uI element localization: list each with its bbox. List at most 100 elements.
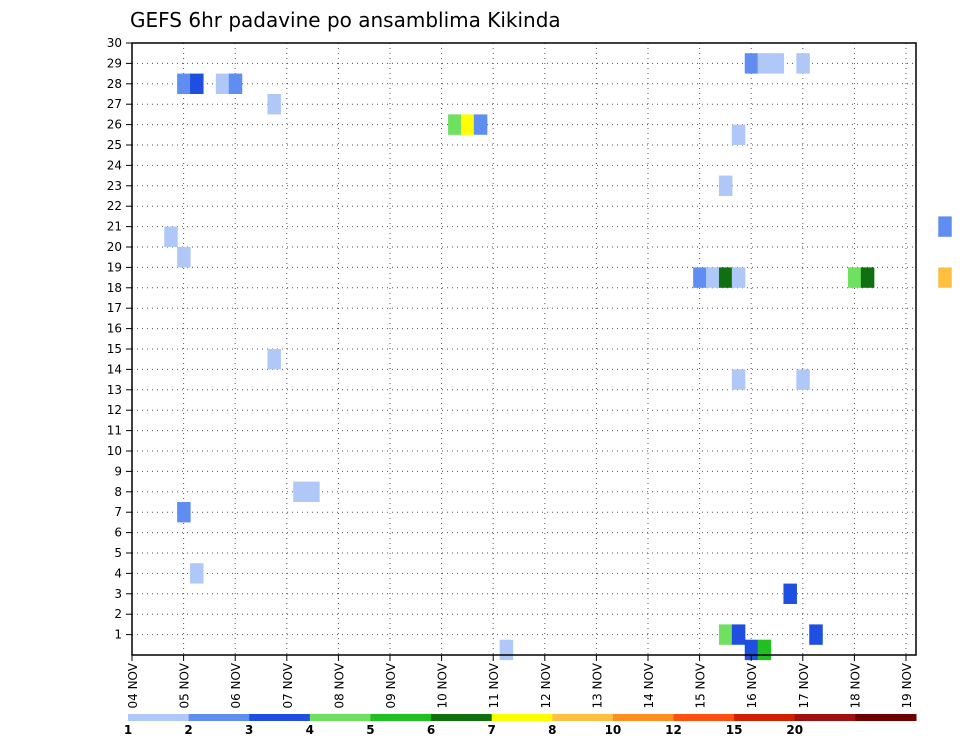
y-tick-label: 1 <box>114 628 122 642</box>
precip-cell <box>499 639 514 661</box>
precip-cell <box>731 369 746 390</box>
y-tick-label: 19 <box>107 260 122 274</box>
colorbar-legend: 1 2 3 4 5 6 7 8 10 12 15 20 <box>124 714 917 737</box>
x-tick-label: 18 NOV <box>848 662 862 708</box>
precip-cell <box>757 53 772 74</box>
x-tick-label: 07 NOV <box>281 662 295 708</box>
y-axis: 1234567891011121314151617181920212223242… <box>107 36 132 642</box>
colorbar-label: 2 <box>184 723 192 737</box>
y-tick-label: 29 <box>107 56 122 70</box>
precip-cell <box>809 624 823 645</box>
y-tick-label: 21 <box>107 220 122 234</box>
data-cells <box>164 53 952 661</box>
precip-cell <box>938 267 952 288</box>
grid-lines <box>131 42 916 655</box>
precip-cell <box>693 267 707 288</box>
y-tick-label: 4 <box>114 566 122 580</box>
precip-cell <box>847 267 862 288</box>
y-tick-label: 11 <box>107 424 122 438</box>
y-tick-label: 2 <box>114 607 122 621</box>
colorbar-segment <box>431 714 493 721</box>
x-tick-label: 16 NOV <box>745 662 759 708</box>
x-tick-label: 14 NOV <box>642 662 656 708</box>
y-tick-label: 8 <box>114 485 122 499</box>
colorbar-segment <box>188 714 250 721</box>
colorbar-label: 5 <box>366 723 374 737</box>
precip-cell <box>267 94 281 115</box>
colorbar-segment <box>370 714 432 721</box>
y-tick-label: 25 <box>107 138 122 152</box>
x-tick-label: 08 NOV <box>332 662 346 708</box>
colorbar-segment <box>552 714 614 721</box>
y-tick-label: 3 <box>114 587 122 601</box>
y-tick-label: 30 <box>107 36 122 50</box>
y-tick-label: 13 <box>107 383 122 397</box>
precip-cell <box>796 53 810 74</box>
colorbar-label: 3 <box>245 723 253 737</box>
precip-cell <box>164 226 178 247</box>
x-tick-label: 11 NOV <box>487 662 501 708</box>
y-tick-label: 27 <box>107 97 122 111</box>
x-tick-label: 06 NOV <box>229 662 243 708</box>
precip-cell <box>448 114 462 135</box>
plot-frame <box>131 42 917 656</box>
x-tick-label: 12 NOV <box>539 662 553 708</box>
colorbar-label: 1 <box>124 723 132 737</box>
precip-cell <box>731 624 746 645</box>
precip-cell <box>306 481 320 502</box>
precip-cell <box>228 73 243 94</box>
y-tick-label: 24 <box>107 158 122 172</box>
colorbar-segment <box>855 714 917 721</box>
precip-cell <box>460 114 475 135</box>
precip-cell <box>177 73 191 94</box>
x-tick-label: 15 NOV <box>694 662 708 708</box>
y-tick-label: 26 <box>107 118 122 132</box>
y-tick-label: 17 <box>107 301 122 315</box>
y-tick-label: 16 <box>107 322 122 336</box>
colorbar-label: 7 <box>488 723 496 737</box>
precip-cell <box>744 53 759 74</box>
precip-cell <box>731 267 746 288</box>
y-tick-label: 10 <box>107 444 122 458</box>
colorbar-segment <box>491 714 553 721</box>
precip-cell <box>718 175 733 196</box>
precip-cell <box>860 267 875 288</box>
precip-cell <box>190 73 204 94</box>
precip-cell <box>177 502 191 523</box>
precip-cell <box>718 624 733 645</box>
colorbar-label: 15 <box>726 723 743 737</box>
precip-cell <box>938 216 952 237</box>
y-tick-label: 12 <box>107 403 122 417</box>
x-tick-label: 10 NOV <box>436 662 450 708</box>
x-tick-label: 09 NOV <box>384 662 398 708</box>
x-tick-label: 13 NOV <box>590 662 604 708</box>
colorbar-segment <box>734 714 796 721</box>
colorbar-label: 12 <box>665 723 682 737</box>
y-tick-label: 5 <box>114 546 122 560</box>
colorbar-label: 4 <box>306 723 314 737</box>
colorbar-segment <box>673 714 735 721</box>
chart-title: GEFS 6hr padavine po ansamblima Kikinda <box>130 8 561 32</box>
colorbar-label: 6 <box>427 723 435 737</box>
precip-cell <box>796 369 810 390</box>
x-tick-label: 19 NOV <box>900 662 914 708</box>
y-tick-label: 9 <box>114 464 122 478</box>
y-tick-label: 14 <box>107 362 122 376</box>
x-tick-label: 04 NOV <box>126 662 140 708</box>
y-tick-label: 23 <box>107 179 122 193</box>
precip-cell <box>293 481 307 502</box>
colorbar-segment <box>128 714 190 721</box>
precip-cell <box>190 563 204 584</box>
y-tick-label: 20 <box>107 240 122 254</box>
y-tick-label: 18 <box>107 281 122 295</box>
x-tick-label: 17 NOV <box>797 662 811 708</box>
y-tick-label: 22 <box>107 199 122 213</box>
precip-cell <box>731 124 746 145</box>
colorbar-label: 20 <box>786 723 803 737</box>
precip-cell <box>718 267 733 288</box>
x-axis: 04 NOV 05 NOV 06 NOV 07 NOV 08 NOV 09 NOV 10 N… <box>126 655 914 709</box>
y-tick-label: 15 <box>107 342 122 356</box>
y-tick-label: 6 <box>114 526 122 540</box>
colorbar-label: 8 <box>548 723 556 737</box>
